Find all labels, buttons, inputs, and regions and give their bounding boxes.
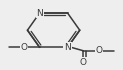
Text: O: O [20, 43, 27, 52]
Text: O: O [80, 58, 87, 67]
Text: O: O [96, 46, 103, 55]
Text: N: N [64, 43, 71, 52]
Text: N: N [36, 9, 43, 18]
